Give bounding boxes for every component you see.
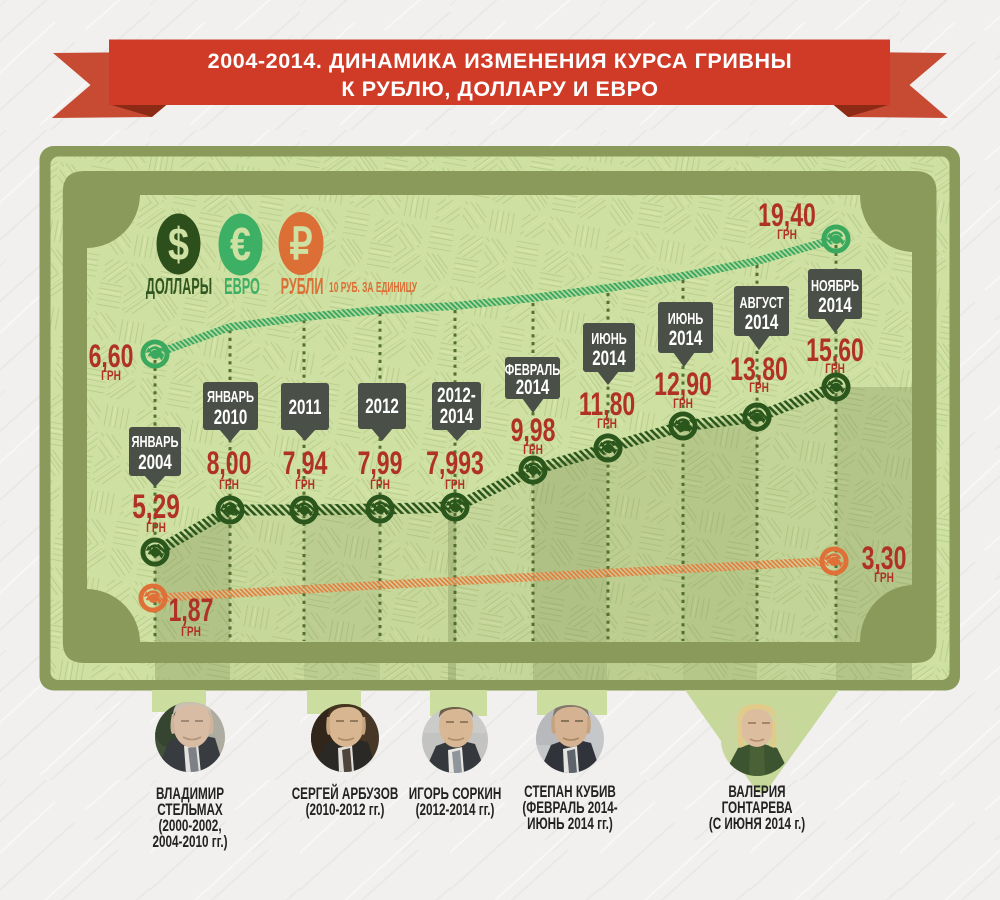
svg-text:12,90: 12,90 bbox=[654, 366, 712, 402]
svg-text:ГРН: ГРН bbox=[749, 379, 769, 395]
svg-text:ГРН: ГРН bbox=[673, 395, 693, 411]
svg-text:(2000-2002,: (2000-2002, bbox=[158, 817, 221, 835]
svg-text:2004: 2004 bbox=[138, 449, 172, 473]
svg-text:ЕВРО: ЕВРО bbox=[224, 273, 260, 299]
svg-text:5,29: 5,29 bbox=[132, 488, 180, 526]
svg-text:ЯНВАРЬ: ЯНВАРЬ bbox=[207, 388, 254, 405]
svg-text:ГРН: ГРН bbox=[874, 569, 894, 585]
svg-text:ГРН: ГРН bbox=[101, 367, 121, 383]
svg-text:ГРН: ГРН bbox=[597, 415, 617, 431]
svg-text:11,80: 11,80 bbox=[579, 386, 635, 422]
svg-text:13,80: 13,80 bbox=[730, 351, 788, 387]
svg-text:ГОНТАРЕВА: ГОНТАРЕВА bbox=[722, 799, 793, 817]
svg-text:2004-2010 гг.): 2004-2010 гг.) bbox=[153, 833, 228, 851]
svg-text:К РУБЛЮ, ДОЛЛАРУ И ЕВРО: К РУБЛЮ, ДОЛЛАРУ И ЕВРО bbox=[341, 77, 658, 101]
svg-text:2012-: 2012- bbox=[437, 382, 476, 406]
svg-text:ИЮНЬ 2014 гг.): ИЮНЬ 2014 гг.) bbox=[527, 815, 613, 833]
svg-text:$: $ bbox=[168, 218, 189, 269]
svg-text:2014: 2014 bbox=[592, 345, 626, 369]
svg-text:ВЛАДИМИР: ВЛАДИМИР bbox=[156, 785, 224, 803]
svg-text:2010: 2010 bbox=[214, 404, 248, 428]
svg-text:6,60: 6,60 bbox=[89, 338, 134, 374]
svg-text:7,99: 7,99 bbox=[358, 445, 403, 481]
svg-text:3,30: 3,30 bbox=[862, 540, 907, 576]
svg-text:ГРН: ГРН bbox=[295, 476, 315, 492]
svg-text:2014: 2014 bbox=[516, 374, 550, 398]
svg-text:ГРН: ГРН bbox=[445, 476, 465, 492]
svg-text:ГРН: ГРН bbox=[825, 360, 845, 376]
svg-text:1,87: 1,87 bbox=[169, 592, 214, 628]
svg-text:ГРН: ГРН bbox=[146, 519, 166, 535]
svg-text:2014: 2014 bbox=[440, 403, 474, 427]
svg-text:ГРН: ГРН bbox=[523, 441, 543, 457]
svg-text:2004-2014. ДИНАМИКА ИЗМЕНЕНИЯ: 2004-2014. ДИНАМИКА ИЗМЕНЕНИЯ КУРСА ГРИВ… bbox=[208, 49, 793, 73]
svg-text:НОЯБРЬ: НОЯБРЬ bbox=[811, 277, 859, 294]
svg-text:ГРН: ГРН bbox=[370, 476, 390, 492]
svg-text:7,993: 7,993 bbox=[426, 445, 484, 481]
svg-text:2011: 2011 bbox=[289, 394, 322, 418]
svg-text:19,40: 19,40 bbox=[758, 197, 816, 233]
svg-text:ГРН: ГРН bbox=[181, 623, 201, 639]
svg-text:АВГУСТ: АВГУСТ bbox=[740, 294, 785, 311]
svg-text:ФЕВРАЛЬ: ФЕВРАЛЬ bbox=[505, 361, 561, 378]
svg-text:10 РУБ. ЗА ЕДИНИЦУ: 10 РУБ. ЗА ЕДИНИЦУ bbox=[329, 279, 417, 296]
svg-text:(С ИЮНЯ 2014 г.): (С ИЮНЯ 2014 г.) bbox=[709, 815, 806, 833]
svg-text:ИЮНЬ: ИЮНЬ bbox=[668, 310, 704, 327]
svg-text:ИГОРЬ СОРКИН: ИГОРЬ СОРКИН bbox=[409, 785, 502, 803]
svg-text:2014: 2014 bbox=[745, 309, 779, 333]
svg-text:15,60: 15,60 bbox=[806, 332, 864, 368]
svg-text:9,98: 9,98 bbox=[511, 412, 556, 448]
svg-text:СТЕПАН КУБИВ: СТЕПАН КУБИВ bbox=[524, 783, 616, 801]
svg-text:₽: ₽ bbox=[290, 220, 313, 269]
svg-text:ГРН: ГРН bbox=[219, 476, 239, 492]
svg-text:СТЕЛЬМАХ: СТЕЛЬМАХ bbox=[157, 801, 223, 819]
svg-text:7,94: 7,94 bbox=[283, 445, 328, 481]
svg-text:ВАЛЕРИЯ: ВАЛЕРИЯ bbox=[728, 783, 785, 801]
svg-text:ИЮНЬ: ИЮНЬ bbox=[591, 330, 627, 347]
svg-text:(2010-2012 гг.): (2010-2012 гг.) bbox=[306, 801, 385, 819]
svg-text:(2012-2014 гг.): (2012-2014 гг.) bbox=[416, 801, 495, 819]
svg-text:СЕРГЕЙ АРБУЗОВ: СЕРГЕЙ АРБУЗОВ bbox=[292, 783, 399, 804]
svg-text:(ФЕВРАЛЬ 2014-: (ФЕВРАЛЬ 2014- bbox=[522, 799, 618, 817]
svg-text:ЯНВАРЬ: ЯНВАРЬ bbox=[131, 433, 178, 450]
svg-text:РУБЛИ: РУБЛИ bbox=[281, 273, 324, 299]
svg-text:2014: 2014 bbox=[818, 292, 852, 316]
svg-text:8,00: 8,00 bbox=[207, 445, 252, 481]
svg-text:€: € bbox=[230, 218, 251, 269]
svg-text:ДОЛЛАРЫ: ДОЛЛАРЫ bbox=[146, 273, 212, 299]
svg-text:2014: 2014 bbox=[669, 325, 703, 349]
svg-text:2012: 2012 bbox=[365, 393, 399, 417]
svg-text:ГРН: ГРН bbox=[777, 226, 797, 242]
